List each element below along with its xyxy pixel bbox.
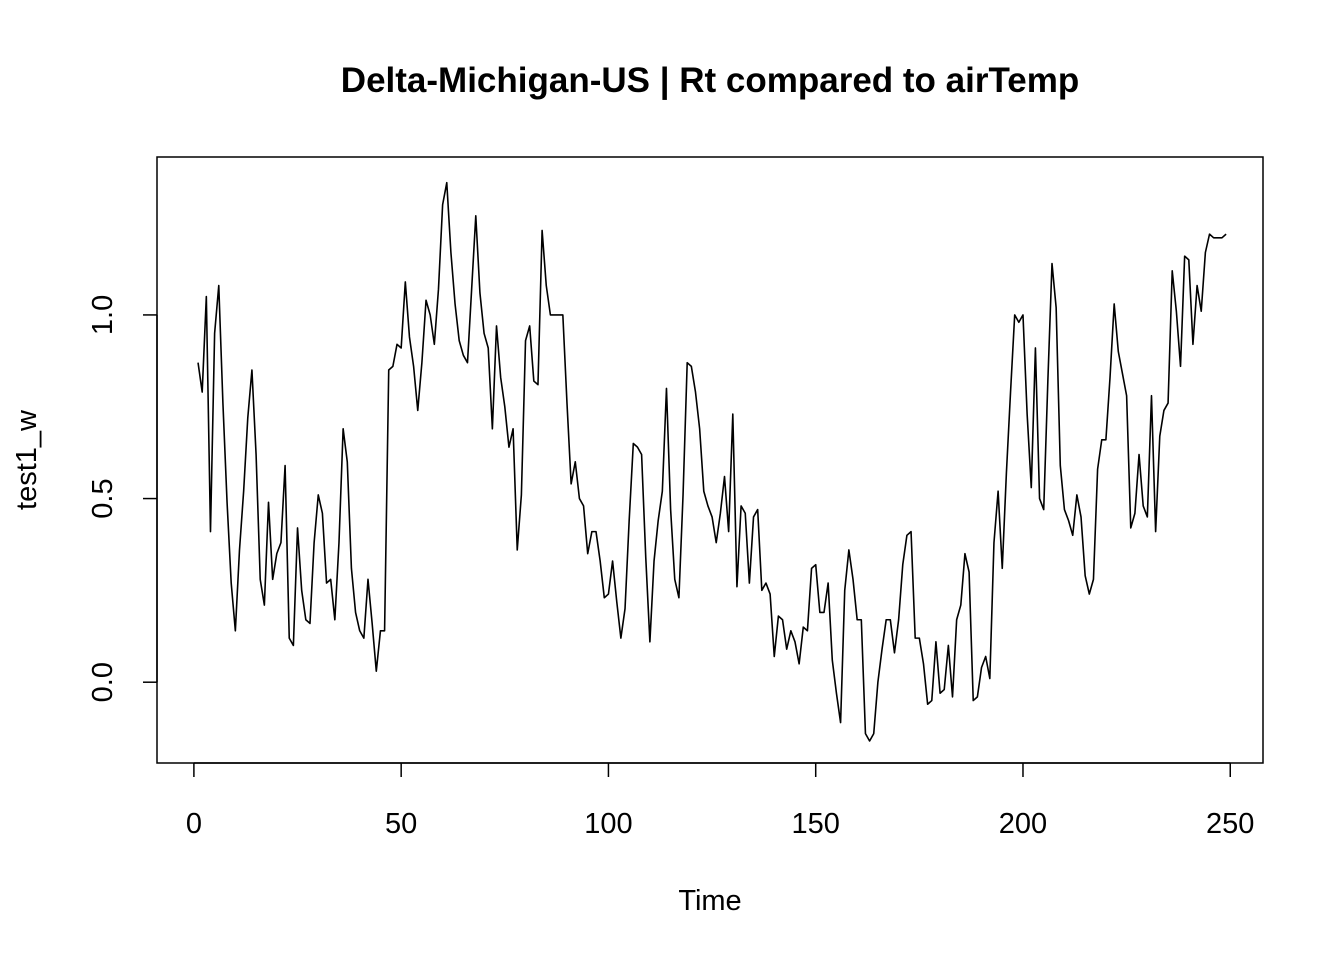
- x-tick-label: 0: [186, 808, 202, 840]
- plot-frame: [156, 156, 1264, 764]
- y-tick-label: 0.0: [87, 662, 119, 702]
- x-tick-label: 200: [999, 808, 1047, 840]
- x-tick-label: 50: [385, 808, 417, 840]
- x-tick-label: 250: [1206, 808, 1254, 840]
- y-axis-label: test1_w: [11, 409, 43, 510]
- x-axis: 0 50 100 150 200 250: [186, 762, 1254, 840]
- y-axis: 0.0 0.5 1.0: [87, 295, 158, 702]
- x-tick-label: 100: [584, 808, 632, 840]
- chart-title: Delta-Michigan-US | Rt compared to airTe…: [341, 61, 1079, 100]
- x-axis-label: Time: [678, 885, 741, 917]
- y-tick-label: 0.5: [87, 478, 119, 518]
- x-tick-label: 150: [792, 808, 840, 840]
- series-line: [197, 181, 1227, 742]
- y-tick-label: 1.0: [87, 295, 119, 335]
